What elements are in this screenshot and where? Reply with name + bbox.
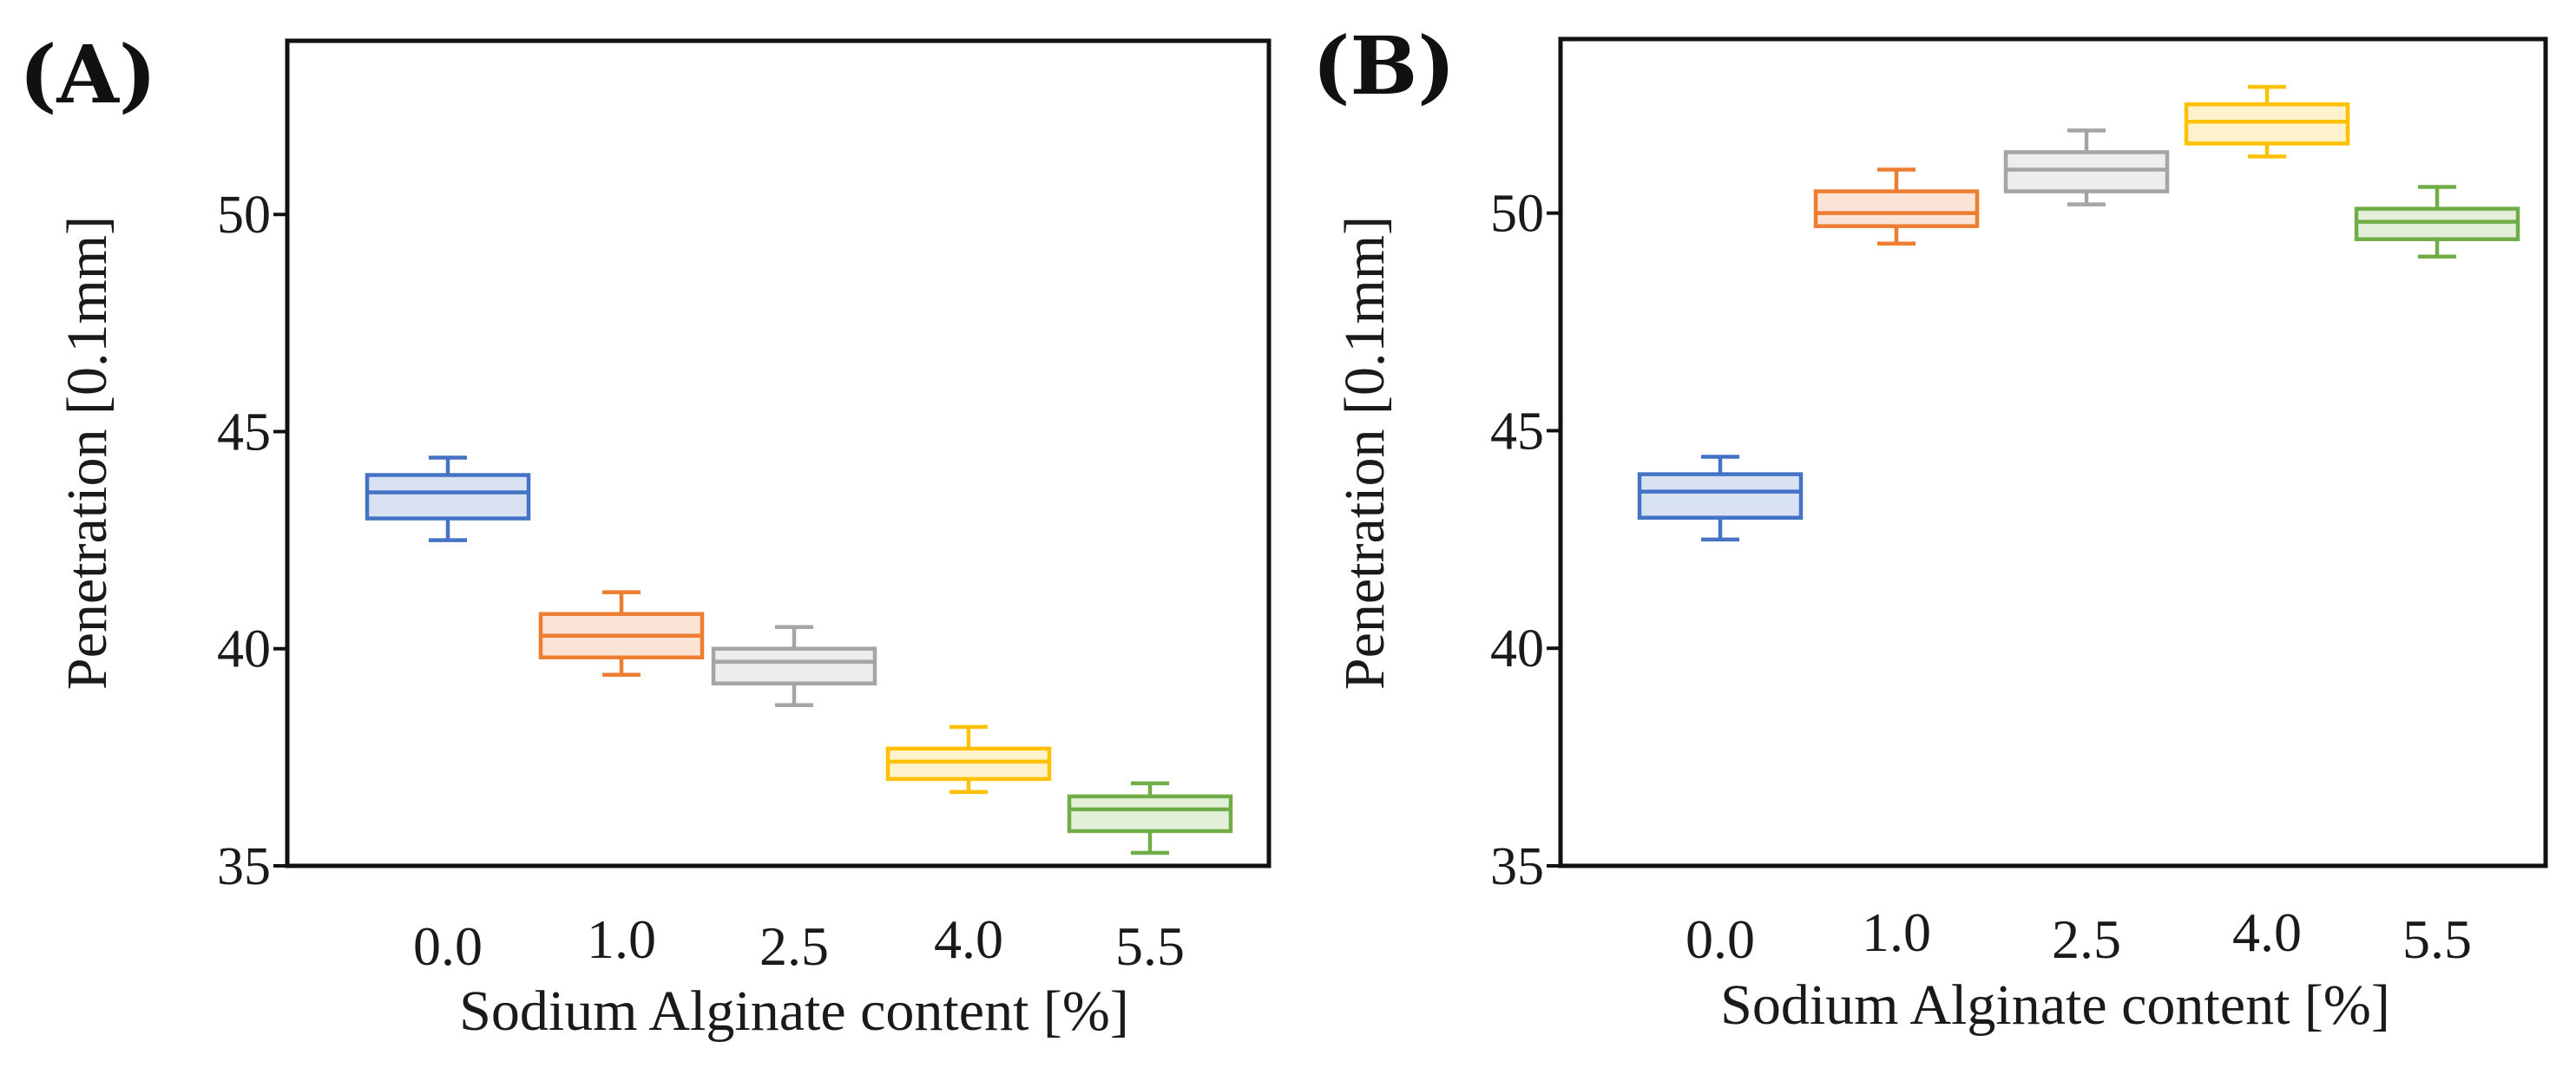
x-tick-label: 1.0: [1862, 901, 1931, 963]
box-iqr: [1813, 189, 1980, 228]
y-tick-label: 50: [217, 186, 271, 245]
y-tick-label: 45: [1490, 402, 1544, 461]
box-4.0: [2184, 84, 2350, 159]
x-tick-label: 2.5: [759, 915, 829, 977]
x-tick-label: 5.5: [1115, 915, 1185, 977]
y-axis-title-b: Penetration [0.1mm]: [1333, 216, 1396, 690]
box-2.5: [2003, 128, 2170, 206]
box-4.0: [885, 724, 1052, 795]
x-axis-title-b: Sodium Alginate content [%]: [1720, 973, 2390, 1037]
panel-label-b: (B): [1312, 19, 1456, 113]
boxes-a: [365, 455, 1233, 855]
x-tick-label: 0.0: [1686, 908, 1755, 970]
box-iqr: [1067, 794, 1233, 834]
box-1.0: [538, 590, 705, 678]
x-axis-title-a: Sodium Alginate content [%]: [459, 980, 1129, 1043]
x-tick-label: 0.0: [413, 915, 483, 977]
x-axis-b: 0.0 1.0 2.5 4.0 5.5: [1686, 901, 2472, 970]
x-tick-label: 1.0: [587, 908, 656, 970]
box-iqr: [885, 746, 1052, 782]
box-iqr: [365, 473, 531, 521]
y-axis-a: 35 40 45 50: [217, 186, 287, 896]
x-axis-a: 0.0 1.0 2.5 4.0 5.5: [413, 908, 1185, 977]
box-0.0: [1637, 455, 1804, 542]
x-tick-label: 4.0: [2232, 901, 2302, 963]
y-tick-label: 40: [1490, 619, 1544, 678]
panel-label-a: (A): [19, 28, 156, 121]
box-iqr: [2003, 150, 2170, 193]
box-iqr: [2354, 206, 2520, 241]
boxes-b: [1637, 84, 2520, 542]
panel-b: (B) 35 40 45 50 0.0 1.0 2.5 4.0 5.5 Penetration…: [1312, 19, 2548, 1037]
box-iqr: [2184, 102, 2350, 146]
y-tick-label: 35: [217, 837, 271, 896]
y-axis-b: 35 40 45 50: [1490, 185, 1561, 896]
x-tick-label: 4.0: [934, 908, 1003, 970]
y-tick-label: 45: [217, 403, 271, 462]
box-5.5: [1067, 781, 1233, 855]
box-5.5: [2354, 185, 2520, 259]
y-tick-label: 50: [1490, 185, 1544, 244]
box-iqr: [1637, 472, 1804, 520]
box-iqr: [711, 646, 877, 686]
box-0.0: [365, 455, 531, 542]
box-2.5: [711, 625, 877, 708]
box-1.0: [1813, 167, 1980, 246]
y-tick-label: 35: [1490, 837, 1544, 896]
panel-a: (A) 35 40 45 50 0.0 1.0 2.5 4.0 5.5 Penetration…: [19, 28, 1272, 1043]
y-tick-label: 40: [217, 620, 271, 679]
plot-area-b: [1558, 36, 2548, 868]
y-axis-title-a: Penetration [0.1mm]: [56, 216, 119, 690]
plot-area-a: [285, 38, 1272, 868]
x-tick-label: 2.5: [2052, 908, 2121, 970]
x-tick-label: 5.5: [2402, 908, 2472, 970]
